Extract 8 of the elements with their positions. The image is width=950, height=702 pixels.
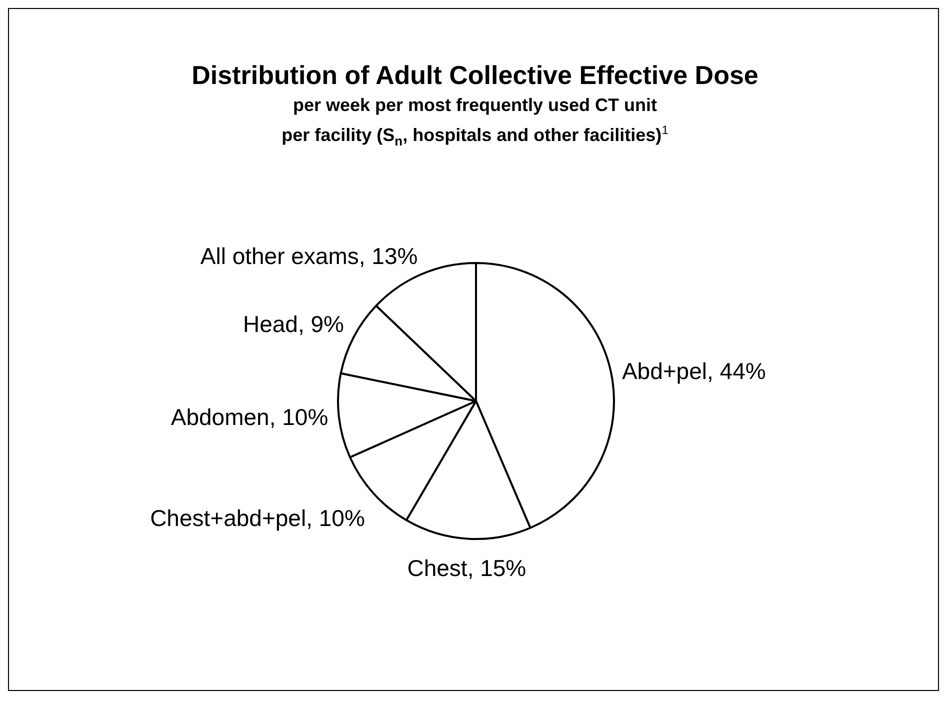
slice-label: Abdomen, 10% bbox=[170, 404, 328, 430]
chart-title: Distribution of Adult Collective Effective Dose bbox=[190, 60, 760, 90]
slice-label: Chest+abd+pel, 10% bbox=[150, 505, 365, 532]
slice-label: Chest, 15% bbox=[407, 554, 526, 581]
chart-subtitle: per week per most frequently used CT unit per facility (S$_{n}$, hospitals and other facilities)$^{1}$ bbox=[280, 94, 670, 150]
slice-label: Head, 9% bbox=[242, 310, 344, 337]
slice-label: Abd+pel, 44% bbox=[622, 358, 766, 384]
slice-label: All other exams, 13% bbox=[200, 243, 418, 270]
